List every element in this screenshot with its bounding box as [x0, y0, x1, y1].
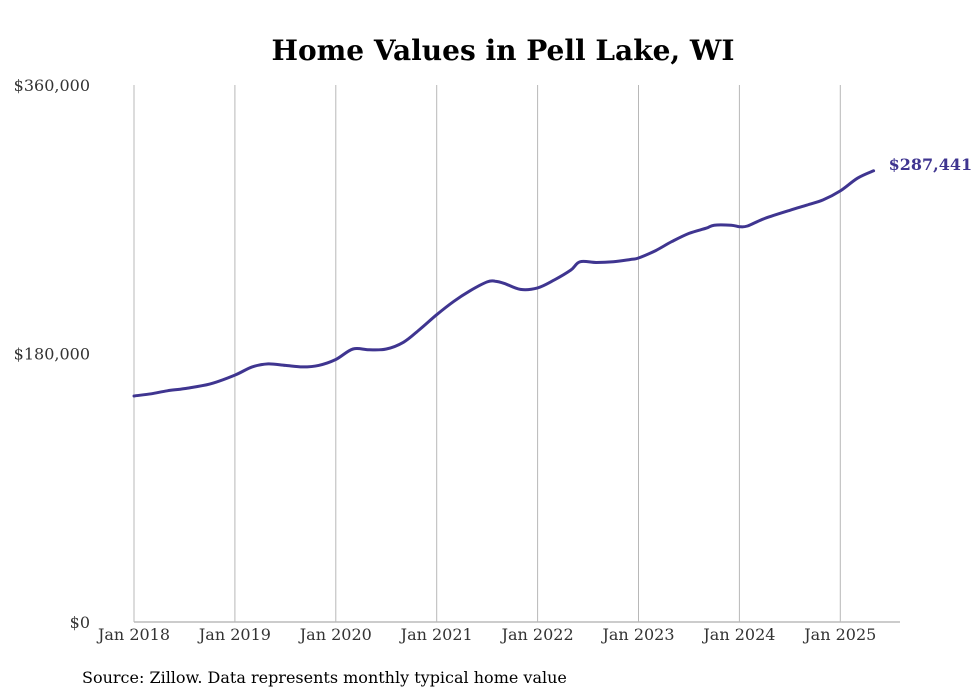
series-line [132, 169, 876, 398]
x-tick-label: Jan 2019 [197, 625, 271, 644]
x-tick-label: Jan 2023 [600, 625, 674, 644]
x-tick-label: Jan 2024 [701, 625, 775, 644]
chart-title: Home Values in Pell Lake, WI [272, 34, 735, 67]
y-tick-label: $0 [70, 613, 90, 632]
y-axis: $0 $180,000 $360,000 [14, 76, 90, 632]
x-tick-label: Jan 2025 [802, 625, 876, 644]
end-value-label: $287,441 [889, 155, 973, 174]
x-tick-label: Jan 2022 [500, 625, 574, 644]
source-note: Source: Zillow. Data represents monthly … [82, 668, 567, 687]
x-tick-label: Jan 2018 [96, 625, 170, 644]
x-axis: Jan 2018 Jan 2019 Jan 2020 Jan 2021 Jan 2022… [96, 625, 876, 644]
x-tick-label: Jan 2021 [399, 625, 473, 644]
x-tick-label: Jan 2020 [298, 625, 372, 644]
gridlines [133, 85, 900, 623]
series-layer [132, 169, 876, 398]
y-tick-label: $360,000 [14, 76, 90, 95]
y-tick-label: $180,000 [14, 345, 90, 364]
